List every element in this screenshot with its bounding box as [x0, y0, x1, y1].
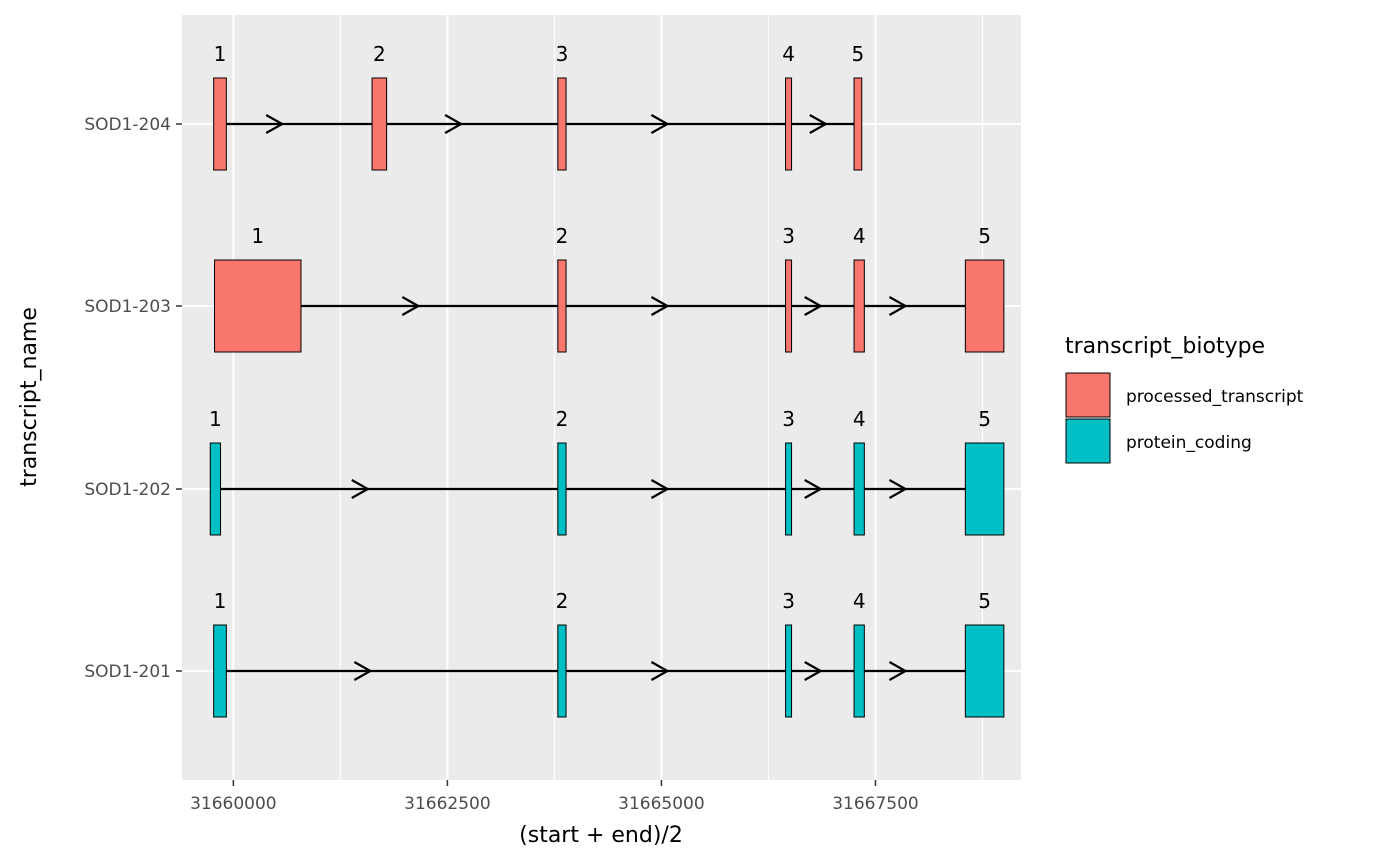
exon-number-label: 3 [556, 42, 569, 66]
strand-arrow [809, 114, 829, 134]
legend-label-processed-transcript: processed_transcript [1126, 387, 1304, 407]
exon-number-label: 5 [852, 42, 865, 66]
x-tick-label: 31667500 [832, 794, 919, 814]
exon-box [853, 442, 865, 536]
x-tick-label: 31662500 [404, 794, 491, 814]
exon-box [213, 77, 227, 171]
exon-number-label: 2 [556, 407, 569, 431]
exon-number-label: 3 [782, 589, 795, 613]
strand-arrow [888, 661, 908, 681]
exon-number-label: 2 [373, 42, 386, 66]
strand-arrow [650, 114, 670, 134]
exon-box [964, 442, 1005, 536]
exon-labels: 1 2 3 4 5 1 2 3 4 5 1 2 3 4 5 1 2 3 4 5 [209, 42, 991, 613]
y-axis-title: transcript_name [17, 307, 42, 487]
strand-arrow [888, 296, 908, 316]
strand-arrow [804, 296, 823, 316]
exon-box [557, 259, 567, 353]
strand-arrow [650, 479, 670, 499]
x-tick-label: 31660000 [190, 794, 277, 814]
exon-number-label: 5 [978, 589, 991, 613]
legend-title: transcript_biotype [1065, 334, 1265, 359]
exon-box [785, 259, 793, 353]
strand-arrow [265, 114, 285, 134]
exon-number-label: 1 [251, 224, 264, 248]
y-tick-label: SOD1-202 [84, 480, 171, 500]
exon-number-label: 1 [214, 589, 227, 613]
y-tick-label: SOD1-204 [84, 115, 171, 135]
exon-box [209, 442, 222, 536]
strand-arrow [888, 479, 908, 499]
exon-number-label: 3 [782, 407, 795, 431]
axes: 31660000 31662500 31665000 31667500 SOD1-204… [84, 115, 918, 814]
exon-number-label: 5 [978, 224, 991, 248]
legend: transcript_biotype processed_transcript … [1065, 334, 1304, 464]
strand-arrow [353, 661, 373, 681]
exon-number-label: 1 [209, 407, 222, 431]
intron-lines [220, 114, 966, 681]
exon-box [964, 624, 1005, 718]
exon-number-label: 2 [556, 589, 569, 613]
exon-number-label: 4 [853, 224, 866, 248]
exon-number-label: 2 [556, 224, 569, 248]
exon-boxes [209, 77, 1005, 718]
strand-arrow [650, 296, 670, 316]
exon-number-label: 5 [978, 407, 991, 431]
exon-box [853, 624, 865, 718]
x-tick-label: 31665000 [618, 794, 705, 814]
exon-box [557, 624, 567, 718]
exon-box [785, 442, 793, 536]
y-tick-label: SOD1-203 [84, 297, 171, 317]
exon-box [371, 77, 388, 171]
exon-box [785, 624, 793, 718]
exon-box [557, 442, 567, 536]
exon-box [214, 259, 302, 353]
strand-arrow [401, 296, 421, 316]
x-axis-title: (start + end)/2 [519, 823, 683, 848]
y-tick-label: SOD1-201 [84, 662, 171, 682]
exon-box [213, 624, 227, 718]
exon-box [557, 77, 567, 171]
exon-number-label: 1 [214, 42, 227, 66]
exon-box [785, 77, 793, 171]
exon-number-label: 3 [782, 224, 795, 248]
strand-arrow [804, 661, 823, 681]
legend-label-protein-coding: protein_coding [1126, 433, 1252, 453]
strand-arrow [804, 479, 823, 499]
legend-key-protein-coding [1065, 418, 1111, 464]
strand-arrow [650, 661, 670, 681]
exon-box [853, 259, 865, 353]
plot-panel [182, 15, 1021, 780]
legend-key-processed-transcript [1065, 372, 1111, 418]
exon-box [964, 259, 1005, 353]
exon-number-label: 4 [782, 42, 795, 66]
exon-box [853, 77, 863, 171]
strand-arrow [444, 114, 464, 134]
exon-number-label: 4 [853, 589, 866, 613]
exon-number-label: 4 [853, 407, 866, 431]
strand-arrow [351, 479, 371, 499]
